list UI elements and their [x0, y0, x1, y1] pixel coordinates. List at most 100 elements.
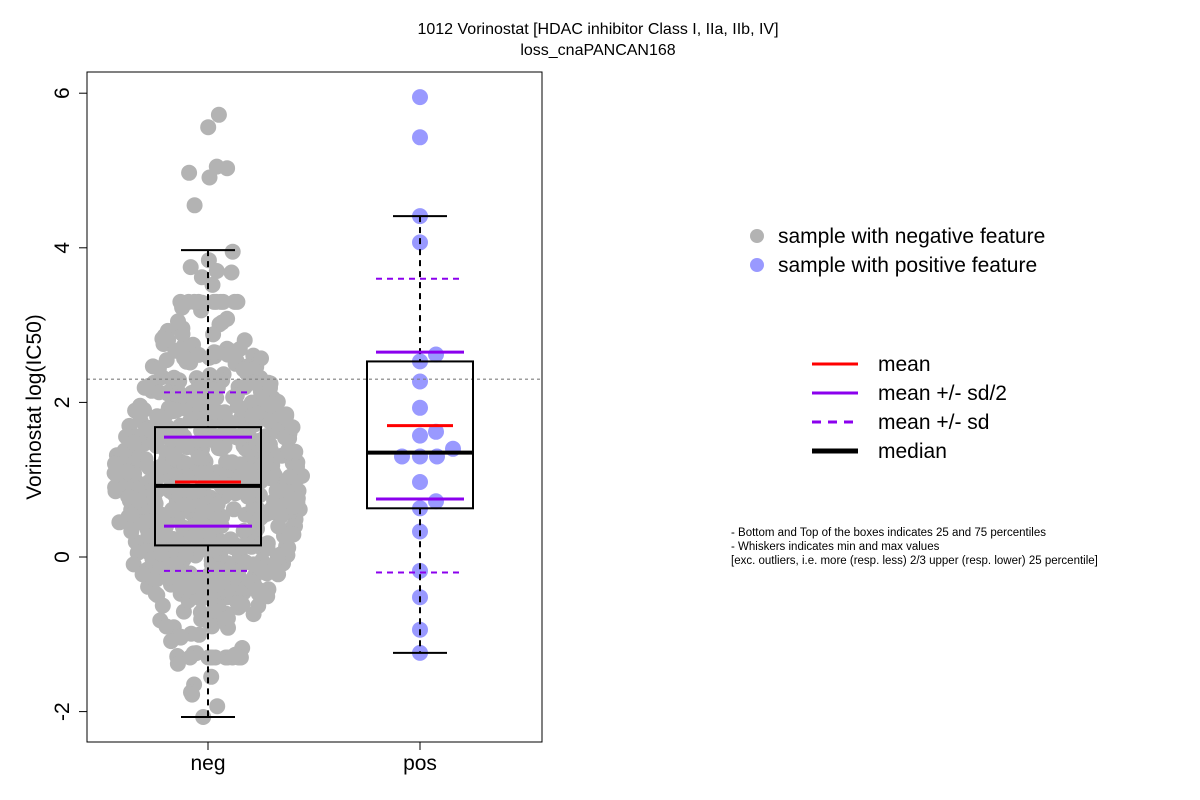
neg-point	[151, 384, 167, 401]
neg-point	[190, 573, 207, 590]
neg-point	[204, 276, 221, 293]
neg-point	[164, 401, 181, 418]
neg-point	[208, 293, 225, 310]
neg-point	[174, 387, 191, 404]
neg-point	[174, 326, 191, 342]
legend-line-label: mean	[878, 353, 931, 376]
chart-title-line2: loss_cnaPANCAN168	[520, 42, 675, 59]
neg-point	[194, 418, 210, 434]
neg-point	[235, 361, 252, 378]
y-tick-label: -2	[51, 702, 74, 721]
x-tick-label: neg	[190, 752, 225, 775]
neg-point	[285, 526, 302, 543]
neg-point	[123, 506, 140, 523]
pos-point	[428, 493, 444, 510]
neg-point	[182, 259, 199, 276]
neg-point	[262, 379, 278, 396]
neg-point	[219, 610, 236, 627]
pos-point	[412, 89, 428, 106]
data-points	[106, 89, 461, 725]
neg-point	[223, 264, 240, 281]
neg-point	[207, 577, 224, 594]
explanation-notes: - Bottom and Top of the boxes indicates …	[731, 527, 1098, 567]
neg-point	[203, 668, 220, 685]
neg-point	[200, 431, 217, 448]
neg-point	[181, 164, 198, 181]
neg-point	[251, 487, 268, 504]
neg-point	[192, 604, 209, 621]
neg-point	[190, 346, 207, 363]
y-tick-label: 6	[51, 87, 74, 99]
neg-point	[282, 468, 298, 485]
neg-point	[119, 463, 136, 480]
neg-point	[270, 518, 287, 535]
y-axis-label: Vorinostat log(IC50)	[23, 314, 46, 500]
neg-point	[260, 564, 277, 581]
neg-point	[278, 408, 295, 424]
neg-point	[121, 489, 138, 505]
neg-point	[259, 588, 276, 605]
neg-point	[164, 501, 181, 518]
neg-point	[224, 243, 241, 260]
neg-point	[224, 454, 241, 471]
legend-points: sample with negative feature sample with …	[750, 225, 1045, 277]
neg-point	[165, 450, 182, 467]
pos-box-group	[366, 215, 474, 654]
neg-point	[147, 585, 164, 602]
neg-point	[178, 545, 194, 562]
neg-point	[264, 395, 281, 412]
neg-point	[196, 464, 213, 481]
neg-point	[174, 299, 191, 316]
neg-point	[144, 422, 161, 439]
neg-point	[152, 458, 169, 475]
neg-point	[271, 496, 288, 513]
neg-point	[190, 293, 207, 310]
neg-point	[227, 646, 244, 663]
neg-point	[246, 374, 262, 391]
neg-point	[188, 370, 205, 387]
neg-point	[261, 413, 278, 430]
neg-point	[201, 649, 218, 666]
pos-point	[412, 399, 428, 416]
neg-point	[229, 595, 246, 611]
neg-point	[186, 197, 203, 214]
plot-area: -2 0 2 4 6 neg pos	[51, 71, 543, 775]
neg-point	[214, 314, 230, 331]
pos-point	[428, 346, 444, 363]
pos-point	[412, 427, 428, 444]
pos-point	[412, 562, 428, 579]
neg-point	[219, 346, 236, 363]
neg-point	[148, 438, 165, 454]
legend-lines: mean mean +/- sd/2 mean +/- sd median	[812, 353, 1007, 463]
neg-point	[206, 344, 223, 361]
neg-box-group	[154, 249, 262, 719]
neg-point	[239, 461, 255, 478]
neg-point	[239, 488, 256, 505]
legend-point-marker	[750, 258, 764, 272]
legend-line-label: median	[878, 440, 947, 463]
neg-point	[186, 528, 203, 544]
y-tick-label: 4	[51, 242, 74, 254]
x-tick-label: pos	[403, 752, 437, 775]
neg-point	[245, 606, 262, 623]
y-axis: -2 0 2 4 6	[51, 87, 87, 721]
neg-point	[262, 470, 278, 487]
legend-line-label: mean +/- sd	[878, 411, 989, 434]
neg-point	[190, 449, 207, 466]
neg-point	[150, 360, 167, 377]
pos-point	[412, 129, 428, 146]
plot-frame	[86, 71, 543, 743]
pos-point	[428, 423, 444, 440]
note-line: - Bottom and Top of the boxes indicates …	[731, 527, 1046, 539]
neg-point	[132, 397, 149, 414]
neg-point	[149, 408, 166, 425]
chart-title-line1: 1012 Vorinostat [HDAC inhibitor Class I,…	[417, 21, 778, 38]
neg-point	[134, 566, 151, 583]
neg-point	[166, 369, 182, 386]
neg-point	[280, 443, 297, 460]
neg-point	[209, 496, 226, 513]
neg-point	[170, 313, 186, 330]
legend-point-label: sample with positive feature	[778, 254, 1037, 277]
neg-point	[166, 556, 183, 573]
